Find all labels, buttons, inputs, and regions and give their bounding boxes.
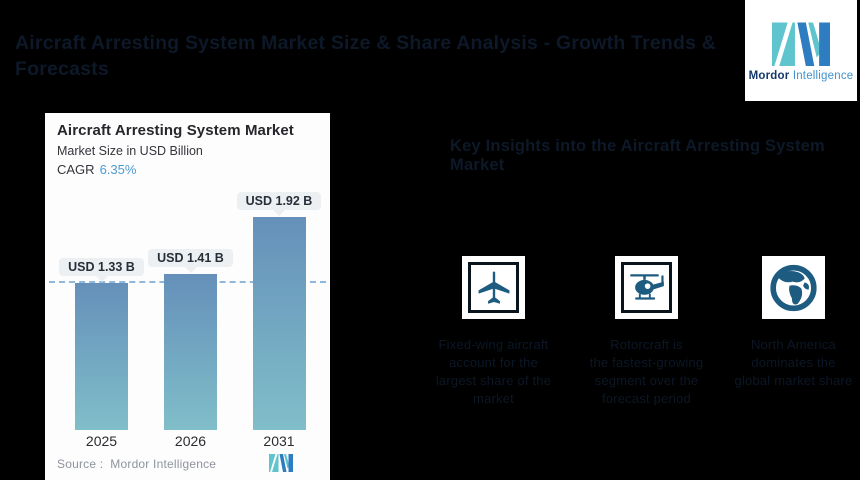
bar-2025 (75, 283, 128, 430)
caption-line: Fixed-wing aircraft (438, 337, 549, 352)
value-label-2026: USD 1.41 B (148, 249, 233, 267)
globe-icon-tile (762, 256, 825, 319)
feature-caption: Rotorcraft is the fastest-growing segmen… (590, 336, 704, 408)
caption-line: Rotorcraft is (610, 337, 683, 352)
page-title-line1: Aircraft Arresting System Market Size & … (15, 32, 717, 54)
bar-2026 (164, 274, 217, 430)
caption-line: global market share (734, 373, 853, 388)
value-label-pointer (184, 267, 197, 273)
value-label-pointer (95, 276, 108, 282)
feature-region: North America dominates the global marke… (718, 256, 860, 390)
bar-group-2026: USD 1.41 B (146, 249, 236, 430)
x-tick-2031: 2031 (263, 433, 295, 449)
feature-fixed-wing: Fixed-wing aircraft account for the larg… (418, 256, 569, 408)
icon-holder (768, 262, 819, 313)
caption-line: forecast period (601, 391, 691, 406)
caption-line: North America (751, 337, 836, 352)
page-title-line2: Forecasts (15, 58, 109, 80)
caption-line: market (473, 391, 514, 406)
x-tick-2025: 2025 (85, 433, 118, 449)
source-value: Mordor Intelligence (110, 457, 217, 471)
caption-line: segment over the (594, 373, 699, 388)
caption-line: the fastest-growing (589, 355, 704, 370)
bar-2031 (252, 217, 306, 430)
icon-ring (468, 262, 519, 313)
chart-title: Aircraft Arresting System Market (57, 122, 294, 139)
x-tick-2026: 2026 (174, 433, 207, 449)
bar-chart: USD 1.33 B USD 1.41 B USD 1.92 B (47, 173, 328, 430)
feature-rotorcraft: Rotorcraft is the fastest-growing segmen… (571, 256, 722, 408)
cagr-label: CAGR (57, 162, 95, 177)
value-label-2031: USD 1.92 B (236, 192, 322, 210)
brand-logo-card: Mordor Intelligence (745, 0, 857, 101)
mordor-intelligence-logo-icon (772, 22, 830, 66)
bar-group-2031: USD 1.92 B (234, 192, 324, 430)
caption-line: largest share of the (435, 373, 552, 388)
icon-ring (621, 262, 672, 313)
airplane-icon (478, 270, 509, 304)
source-label: Source : (57, 457, 104, 471)
mordor-mini-logo-icon (269, 454, 293, 472)
cagr-line: CAGR 6.35% (57, 162, 136, 177)
airplane-icon-tile (462, 256, 525, 319)
helicopter-icon-tile (615, 256, 678, 319)
helicopter-icon (629, 273, 664, 300)
section-heading: Key Insights into the Aircraft Arresting… (450, 137, 825, 174)
page-title: Aircraft Arresting System Market Size & … (15, 30, 730, 82)
cagr-value: 6.35% (99, 162, 137, 177)
feature-caption: North America dominates the global marke… (735, 336, 853, 390)
caption-line: account for the (448, 355, 538, 370)
feature-caption: Fixed-wing aircraft account for the larg… (436, 336, 551, 408)
globe-icon (770, 264, 817, 311)
source-line: Source : Mordor Intelligence (57, 457, 216, 471)
market-size-chart-card: Aircraft Arresting System Market Market … (45, 113, 330, 480)
brand-wordmark: Mordor Intelligence (749, 70, 854, 82)
caption-line: dominates the (751, 355, 836, 370)
brand-name-bold: Mordor (748, 70, 790, 82)
value-label-2025: USD 1.33 B (59, 258, 144, 276)
value-label-pointer (273, 210, 285, 216)
chart-subtitle: Market Size in USD Billion (57, 144, 203, 158)
brand-name-light: Intelligence (792, 70, 854, 82)
bar-group-2025: USD 1.33 B (57, 258, 147, 430)
